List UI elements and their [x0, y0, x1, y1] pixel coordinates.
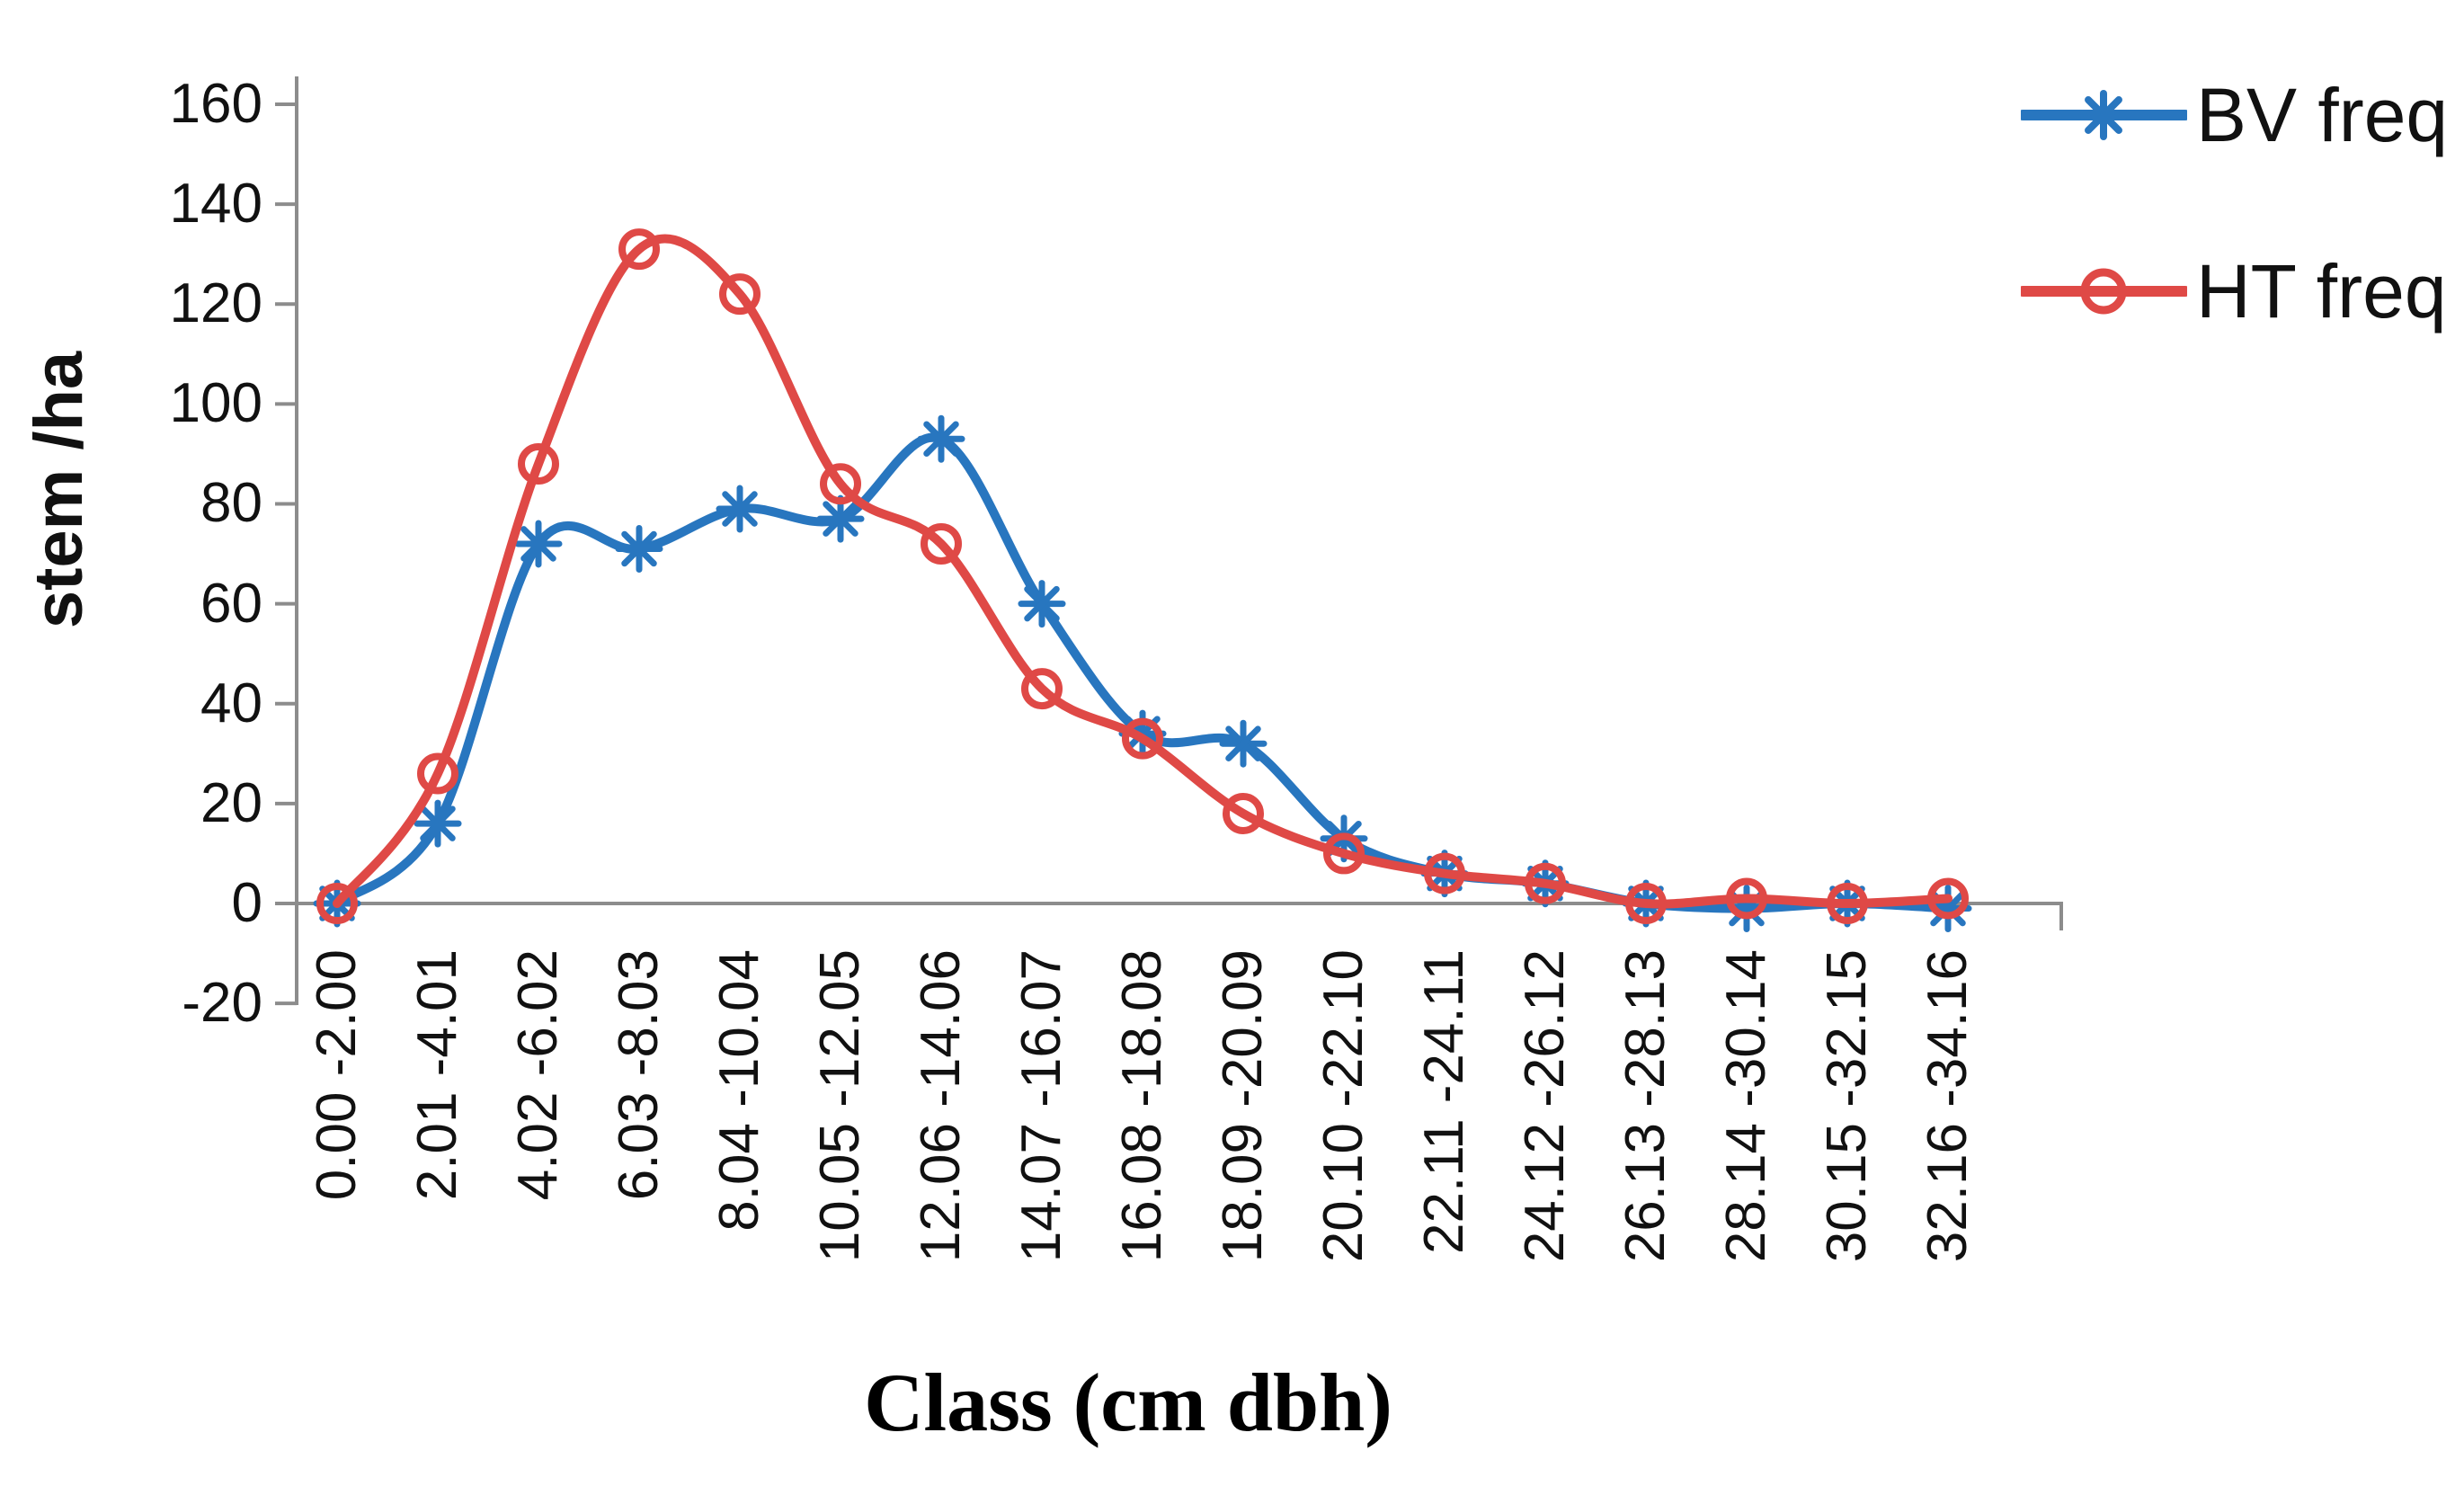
ht-freq-line-sample-icon [2021, 268, 2187, 315]
y-tick-label-120: 120 [169, 272, 262, 335]
x-tick-label-6: 10.05 -12.05 [809, 949, 871, 1263]
bv-freq-marker-8 [1018, 580, 1066, 628]
bv-freq-line [333, 432, 1953, 913]
ht-freq-marker-5 [719, 273, 761, 316]
ht-freq-marker-9 [1122, 717, 1163, 760]
asterisk-spoke [823, 501, 858, 537]
ht-freq-marker-8 [1021, 668, 1063, 710]
ht-freq-marker-15 [1726, 877, 1767, 920]
asterisk-spoke [520, 526, 556, 562]
bv-freq-marker-10 [1219, 719, 1268, 768]
ht-freq-marker-14 [1625, 883, 1667, 924]
ht-freq-marker-17 [1927, 877, 1969, 920]
x-tick-label-7: 12.06 -14.06 [910, 949, 972, 1263]
ht-freq-marker-13 [1525, 862, 1566, 904]
asterisk-spoke [923, 421, 959, 458]
y-tick-label-160: 160 [169, 72, 262, 135]
ht-freq-marker-6 [820, 463, 861, 505]
x-tick-label-10: 18.09 -20.09 [1212, 949, 1274, 1263]
x-tick-label-1: 0.00 -2.00 [306, 949, 368, 1201]
x-tick-label-3: 4.02 -6.02 [507, 949, 569, 1201]
x-tick-label-14: 26.13 -28.13 [1614, 949, 1677, 1263]
x-axis-title: Class (cm dbh) [864, 1357, 1392, 1448]
ht-freq-marker-12 [1424, 852, 1465, 894]
y-tick-label-60: 60 [200, 572, 262, 635]
y-tick-label-0: 0 [231, 872, 262, 934]
x-tick-label-9: 16.08 -18.08 [1111, 949, 1173, 1263]
legend-asterisk-icon [2078, 90, 2129, 140]
x-tick-label-17: 32.16 -34.16 [1917, 949, 1979, 1263]
legend-label-bv-freq: BV freq [2196, 72, 2449, 157]
y-tick-label-100: 100 [169, 372, 262, 435]
y-tick-label-140: 140 [169, 173, 262, 236]
asterisk-spoke [420, 805, 456, 841]
bv-freq-marker-7 [917, 414, 965, 463]
bv-freq-line-sample-icon [2021, 90, 2187, 140]
x-tick-label-16: 30.15 -32.15 [1816, 949, 1878, 1263]
x-tick-label-11: 20.10 -22.10 [1312, 949, 1374, 1263]
asterisk-spoke [1225, 725, 1261, 761]
x-tick-label-12: 22.11 -24.11 [1413, 949, 1475, 1254]
x-tick-label-13: 24.12 -26.12 [1514, 949, 1576, 1263]
legend-circle-icon [2080, 268, 2127, 315]
ht-freq-marker-2 [417, 752, 458, 795]
bv-freq-marker-6 [816, 494, 865, 543]
y-tick-label-20: 20 [200, 771, 262, 834]
x-tick-label-15: 28.14 -30.14 [1715, 949, 1777, 1263]
bv-freq-marker-5 [716, 485, 764, 533]
x-tick-label-8: 14.07 -16.07 [1010, 949, 1072, 1263]
ht-freq-marker-1 [316, 883, 358, 924]
x-tick-label-5: 8.04 -10.04 [708, 949, 770, 1232]
ht-freq-marker-16 [1827, 883, 1868, 924]
ht-freq-marker-7 [921, 522, 962, 565]
asterisk-spoke [1930, 890, 1966, 927]
ht-freq-marker-11 [1323, 832, 1365, 875]
legend-item-ht-freq: HT freq [2021, 246, 2447, 336]
legend-item-bv-freq: BV freq [2021, 70, 2448, 160]
bv-freq-marker-4 [615, 525, 663, 574]
ht-freq-marker-4 [618, 228, 660, 271]
x-tick-label-4: 6.03 -8.03 [608, 949, 670, 1201]
bv-freq-marker-3 [514, 520, 563, 568]
ht-freq-marker-10 [1223, 792, 1264, 834]
y-tick-label-40: 40 [200, 672, 262, 734]
asterisk-spoke [722, 491, 758, 527]
x-tick-label-2: 2.01 -4.01 [406, 949, 468, 1201]
bv-freq-marker-2 [414, 799, 462, 848]
asterisk-spoke [2085, 96, 2122, 134]
asterisk-spoke [621, 530, 657, 567]
y-tick-label--20: -20 [182, 972, 262, 1035]
y-tick-label-80: 80 [200, 472, 262, 535]
ht-freq-marker-3 [518, 443, 559, 485]
legend-label-ht-freq: HT freq [2196, 248, 2447, 334]
asterisk-spoke [1024, 585, 1060, 622]
ht-freq-line [333, 234, 1953, 909]
